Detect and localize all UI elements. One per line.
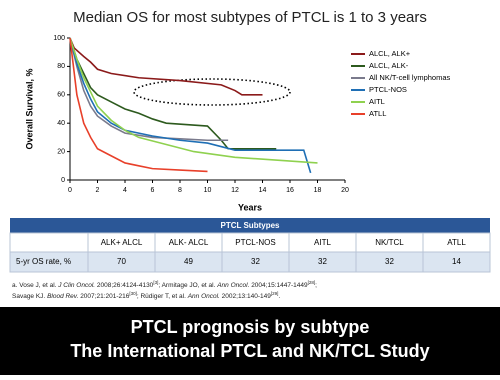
reference: Savage KJ. Blood Rev. 2007;21:201-216[30… (12, 291, 280, 300)
table-cell: 32 (318, 257, 327, 266)
x-tick-label: 16 (286, 187, 294, 194)
column-header: NK/TCL (375, 238, 404, 247)
y-tick-label: 20 (57, 148, 65, 155)
x-tick-label: 0 (68, 187, 72, 194)
x-axis-label: Years (238, 202, 262, 212)
footer-subtitle: The International PTCL and NK/TCL Study (70, 341, 429, 361)
table-header-bg (10, 218, 490, 233)
footer-band (0, 307, 500, 375)
column-header: AITL (314, 238, 331, 247)
footer-title: PTCL prognosis by subtype (131, 317, 370, 337)
survival-curve (69, 37, 229, 142)
legend-label: ALCL, ALK- (369, 61, 409, 70)
legend-label: ALCL, ALK+ (369, 49, 411, 58)
legend-label: ATLL (369, 109, 386, 118)
table: PTCL Subtypes 5-yr OS rate, % ALK+ ALCL 7… (9, 218, 491, 273)
x-tick-label: 8 (178, 187, 182, 194)
table-cell: 14 (452, 257, 461, 266)
survival-curve (69, 37, 263, 96)
x-tick-label: 10 (204, 187, 212, 194)
table-cell: 32 (251, 257, 260, 266)
x-tick-label: 6 (151, 187, 155, 194)
x-tick-label: 20 (341, 187, 349, 194)
x-tick-label: 18 (314, 187, 322, 194)
y-tick-label: 0 (61, 177, 65, 184)
survival-curve (69, 37, 277, 150)
highlight-ellipse (133, 78, 291, 106)
table-cell: 70 (117, 257, 126, 266)
column-header: ATLL (447, 238, 466, 247)
legend-label: PTCL-NOS (369, 85, 407, 94)
x-tick-label: 12 (231, 187, 239, 194)
x-tick-label: 4 (123, 187, 127, 194)
survival-curve (69, 37, 318, 164)
legend-label: All NK/T-cell lymphomas (369, 73, 451, 82)
y-axis-label: Overall Survival, % (24, 68, 34, 149)
table-row (9, 251, 491, 273)
chart-title: Median OS for most subtypes of PTCL is 1… (73, 9, 427, 26)
y-tick-label: 100 (53, 35, 65, 42)
y-tick-label: 80 (57, 63, 65, 70)
y-tick-label: 40 (57, 120, 65, 127)
x-tick-label: 14 (259, 187, 267, 194)
column-header: ALK+ ALCL (101, 238, 143, 247)
survival-curve (69, 37, 208, 173)
table-cell: 32 (385, 257, 394, 266)
legend-label: AITL (369, 97, 385, 106)
row-label: 5-yr OS rate, % (16, 257, 71, 266)
x-tick-label: 2 (96, 187, 100, 194)
column-header: ALK- ALCL (169, 238, 209, 247)
reference: a. Vose J, et al. J Clin Oncol. 2008;26:… (12, 280, 317, 289)
table-cell: 49 (184, 257, 193, 266)
y-tick-label: 60 (57, 92, 65, 99)
column-header: PTCL-NOS (235, 238, 275, 247)
table-title: PTCL Subtypes (221, 221, 281, 230)
